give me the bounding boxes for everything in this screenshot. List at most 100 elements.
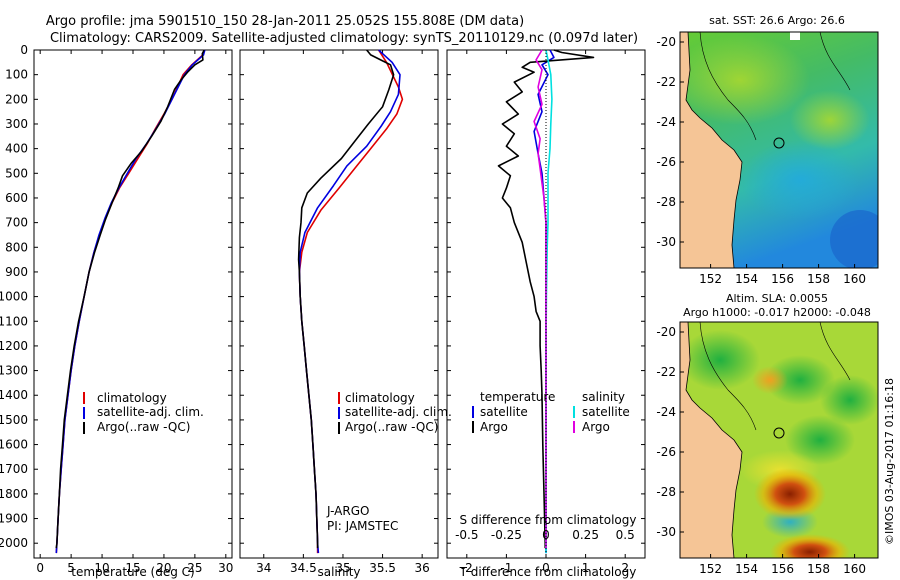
depth-tick-label: 1200 [0, 339, 28, 353]
s-tick-label: 0 [542, 528, 550, 542]
series-line-climatology [55, 49, 205, 554]
depth-tick-label: 0 [20, 43, 28, 57]
lon-tick-label: 158 [807, 272, 830, 286]
sst-missing-cell [790, 32, 800, 40]
depth-tick-label: 1300 [0, 364, 28, 378]
sla-orange-patch [752, 366, 788, 394]
sla-map-axes: 152 154 156 158 160 -20 -22 -24 -26 -28 -30 [656, 325, 866, 576]
lon-tick-label: 152 [699, 272, 722, 286]
difference-legend-temperature: temperature satellite Argo [472, 390, 555, 434]
legend-title-salinity: salinity [582, 390, 625, 404]
legend-label-t-satellite: satellite [480, 405, 528, 419]
lat-tick-label: -26 [656, 445, 676, 459]
lon-tick-label: 154 [735, 562, 758, 576]
difference-top-label: S difference from climatology [460, 513, 637, 527]
x-tick-label: 34 [256, 561, 271, 575]
series-line-t-argo [497, 49, 595, 549]
x-tick-label: 36 [415, 561, 430, 575]
lat-tick-label: -20 [656, 35, 676, 49]
s-tick-label: -0.25 [491, 528, 522, 542]
depth-tick-label: 300 [5, 117, 28, 131]
depth-tick-label: 1400 [0, 388, 28, 402]
temperature-xlabel: temperature (deg C) [71, 565, 194, 579]
s-tick-label: -0.5 [455, 528, 478, 542]
lat-tick-label: -28 [656, 195, 676, 209]
salinity-legend: climatology satellite-adj. clim. Argo(..… [338, 391, 452, 434]
depth-tick-label: 1500 [0, 413, 28, 427]
x-tick-label: 1 [582, 561, 590, 575]
legend-label-climatology: climatology [97, 391, 167, 405]
sst-map-axes: 152 154 156 158 160 -20 -22 -24 -26 -28 -30 [656, 35, 866, 286]
sla-green-patch [820, 375, 878, 425]
x-tick-label: 30 [218, 561, 233, 575]
difference-xlabel: T difference from climatology [459, 565, 637, 579]
lat-tick-label: -30 [656, 235, 676, 249]
depth-tick-label: 200 [5, 92, 28, 106]
lon-tick-label: 152 [699, 562, 722, 576]
land-australia [680, 32, 743, 268]
legend-label-s-satellite: satellite [582, 405, 630, 419]
depth-axis: 0 100 200 300 400 500 600 700 800 900 1000 1100 1200… [0, 43, 28, 550]
lat-tick-label: -26 [656, 155, 676, 169]
legend-label-climatology: climatology [345, 391, 415, 405]
salinity-annotation-line-1: J-ARGO [326, 504, 369, 518]
salinity-xlabel: salinity [317, 565, 360, 579]
argo-position-marker [773, 427, 785, 439]
lat-tick-label: -24 [656, 115, 676, 129]
depth-tick-label: 700 [5, 216, 28, 230]
sla-green-patch [785, 415, 855, 465]
lat-tick-label: -30 [656, 525, 676, 539]
lon-tick-label: 160 [843, 272, 866, 286]
sla-map-frame [679, 321, 879, 559]
legend-label-satellite: satellite-adj. clim. [97, 405, 204, 419]
land-australia [680, 322, 743, 558]
x-tick-label: 5 [67, 561, 75, 575]
depth-tick-label: 100 [5, 68, 28, 82]
x-tick-label: 25 [187, 561, 202, 575]
x-tick-label: 10 [94, 561, 109, 575]
sla-map-title-line-2: Argo h1000: -0.017 h2000: -0.048 [683, 306, 871, 319]
title-line-1: Argo profile: jma 5901510_150 28-Jan-201… [46, 14, 524, 29]
series-line-argo-raw-qc [297, 49, 395, 549]
lon-tick-label: 154 [735, 272, 758, 286]
temperature-legend: climatology satellite-adj. clim. Argo(..… [83, 391, 204, 434]
legend-label-argo: Argo(..raw -QC) [97, 420, 190, 434]
series-line-satellite-adj-clim [55, 49, 206, 554]
lon-tick-label: 158 [807, 562, 830, 576]
depth-tick-label: 1700 [0, 462, 28, 476]
sst-cool-patch [830, 210, 878, 268]
lat-tick-label: -28 [656, 485, 676, 499]
depth-tick-label: 400 [5, 142, 28, 156]
lon-tick-label: 156 [771, 562, 794, 576]
lat-tick-label: -20 [656, 325, 676, 339]
x-tick-label: -2 [461, 561, 473, 575]
legend-label-s-argo: Argo [582, 420, 610, 434]
depth-tick-label: 2000 [0, 536, 28, 550]
reef-outline [699, 322, 757, 431]
depth-tick-label: 1000 [0, 290, 28, 304]
title-line-2: Climatology: CARS2009. Satellite-adjuste… [50, 31, 638, 46]
reef-outline [819, 322, 851, 381]
sst-warm-patch [680, 35, 810, 125]
sla-high-anomaly [770, 534, 850, 558]
s-tick-label: 0.5 [616, 528, 635, 542]
depth-tick-label: 600 [5, 191, 28, 205]
depth-tick-label: 1800 [0, 487, 28, 501]
x-tick-label: 0 [542, 561, 550, 575]
x-tick-label: 35.5 [369, 561, 396, 575]
salinity-annotation-line-2: PI: JAMSTEC [327, 519, 398, 533]
sst-map-frame [679, 31, 879, 269]
legend-label-satellite: satellite-adj. clim. [345, 405, 452, 419]
reef-outline [699, 32, 757, 141]
depth-tick-label: 1600 [0, 438, 28, 452]
imos-watermark: ©IMOS 03-Aug-2017 01:16:18 [883, 378, 896, 545]
x-tick-label: 35 [335, 561, 350, 575]
legend-title-temperature: temperature [480, 390, 555, 404]
sst-map-title: sat. SST: 26.6 Argo: 26.6 [709, 14, 845, 27]
lon-tick-label: 160 [843, 562, 866, 576]
depth-tick-label: 1900 [0, 512, 28, 526]
legend-label-argo: Argo(..raw -QC) [345, 420, 438, 434]
series-line-s-argo [533, 49, 547, 549]
depth-tick-label: 900 [5, 265, 28, 279]
